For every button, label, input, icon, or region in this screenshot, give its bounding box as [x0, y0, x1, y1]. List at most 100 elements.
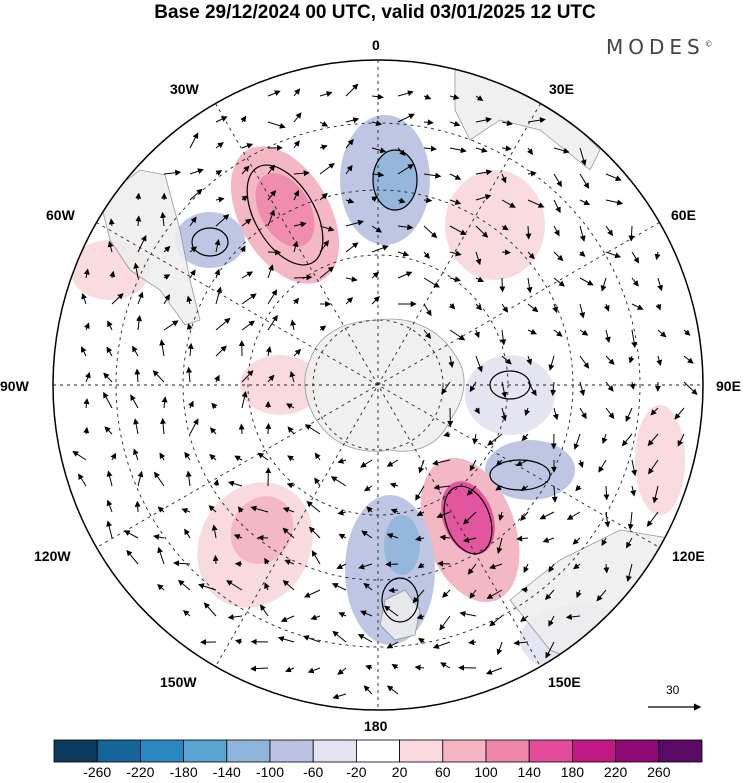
wind-vector-icon [371, 296, 380, 305]
wind-vector-icon [241, 271, 254, 279]
lon-label-60e: 60E [671, 207, 696, 223]
wind-vector-icon [683, 329, 691, 336]
wind-vector-icon [439, 615, 451, 631]
wind-vector-icon [345, 164, 353, 175]
wind-vector-icon [267, 164, 275, 175]
wind-vector-icon [241, 143, 254, 149]
wind-vector-icon [683, 355, 694, 364]
wind-vector-icon [314, 477, 321, 487]
wind-vector-icon [284, 559, 295, 566]
colorbar-swatch [528, 739, 573, 763]
wind-vector-icon [187, 342, 194, 357]
wind-vector-icon [133, 262, 140, 279]
wind-vector-icon [285, 666, 295, 673]
wind-vector-icon [319, 91, 333, 97]
wind-vector-icon [157, 584, 165, 591]
wind-vector-icon [213, 479, 220, 487]
wind-vector-icon [553, 329, 563, 337]
wind-vector-icon [319, 192, 328, 201]
wind-vector-icon [579, 277, 594, 286]
wind-vector-icon [603, 303, 610, 312]
wind-vector-icon [579, 407, 587, 420]
wind-vector-icon [293, 189, 299, 201]
wind-vector-icon [631, 277, 639, 287]
wind-vector-icon [442, 589, 451, 598]
wind-vector-icon [360, 459, 373, 468]
wind-vector-icon [416, 613, 425, 620]
wind-vector-icon [501, 120, 513, 126]
colorbar-swatch [442, 739, 487, 763]
lon-label-150w: 150W [160, 674, 197, 690]
wind-vector-icon [397, 163, 414, 175]
anomaly-neg-5-core [384, 515, 420, 575]
wind-vector-icon [579, 199, 591, 206]
wind-vector-icon [136, 315, 143, 331]
wind-vector-icon [677, 433, 685, 447]
wind-vector-icon [501, 199, 516, 208]
wind-vector-icon [631, 303, 644, 310]
colorbar-swatch [226, 739, 271, 763]
lon-label-150e: 150E [548, 674, 581, 690]
wind-vector-icon [414, 664, 425, 671]
wind-vector-icon [319, 240, 330, 253]
wind-vector-icon [501, 381, 508, 399]
wind-vector-icon [433, 484, 451, 491]
lon-label-120e: 120E [672, 548, 705, 564]
colorbar-tick-label: -140 [212, 764, 241, 780]
wind-vector-icon [397, 113, 415, 123]
lon-label-90w: 90W [0, 378, 29, 394]
wind-vector-icon [81, 346, 87, 357]
colorbar-tick-label: -20 [346, 764, 367, 780]
wind-vector-icon [239, 245, 246, 253]
wind-vector-icon [605, 381, 614, 392]
wind-vector-icon [208, 505, 217, 513]
wind-vector-icon [432, 641, 451, 649]
wind-vector-icon [106, 499, 113, 513]
wind-vector-icon [553, 251, 564, 262]
wind-vector-icon [319, 325, 327, 332]
wind-vector-icon [215, 196, 225, 203]
colorbar-tick-label: 220 [603, 764, 628, 780]
wind-vector-icon [337, 509, 347, 516]
lon-label-90e: 90E [716, 378, 741, 394]
wind-vector-icon [469, 381, 477, 393]
wind-vector-icon [439, 534, 451, 541]
wind-vector-icon [371, 245, 389, 253]
wind-vector-icon [319, 162, 335, 175]
colorbar-swatch [139, 739, 184, 763]
wind-vector-icon [603, 485, 610, 501]
anomaly-pos-5-core [230, 496, 294, 564]
wind-vector-icon [501, 145, 512, 152]
wind-vector-icon [579, 303, 586, 319]
colorbar-tick-label: -260 [83, 764, 112, 780]
wind-vector-icon [241, 195, 249, 202]
wind-vector-icon [441, 381, 451, 395]
wind-vector-icon [286, 482, 295, 489]
lon-label-30w: 30W [170, 81, 199, 97]
colorbar-swatch [312, 739, 357, 763]
wind-vector-icon [336, 563, 347, 569]
wind-vector-icon [496, 537, 503, 554]
wind-vector-icon [552, 303, 558, 314]
wind-vector-icon [625, 407, 633, 422]
wind-vector-icon [241, 165, 250, 175]
wind-vector-icon [576, 589, 582, 599]
wind-vector-icon [226, 580, 243, 591]
wind-vector-icon [198, 583, 217, 591]
lon-label-60w: 60W [46, 207, 75, 223]
reference-vector-label: 30 [666, 683, 680, 697]
wind-vector-icon [423, 329, 432, 340]
colorbar-swatch [183, 739, 228, 763]
wind-vector-icon [282, 527, 295, 539]
anomaly-neg-2 [175, 212, 245, 268]
wind-vector-icon [306, 500, 321, 513]
colorbar-tick-label: 260 [647, 764, 671, 780]
wind-vector-icon [282, 507, 295, 513]
wind-vector-icon [389, 482, 399, 489]
wind-vector-icon [605, 199, 624, 206]
wind-vector-icon [520, 615, 529, 622]
wind-vector-icon [489, 615, 503, 627]
wind-vector-icon [184, 528, 191, 539]
wind-vector-icon [603, 563, 610, 574]
wind-vector-icon [414, 535, 425, 542]
